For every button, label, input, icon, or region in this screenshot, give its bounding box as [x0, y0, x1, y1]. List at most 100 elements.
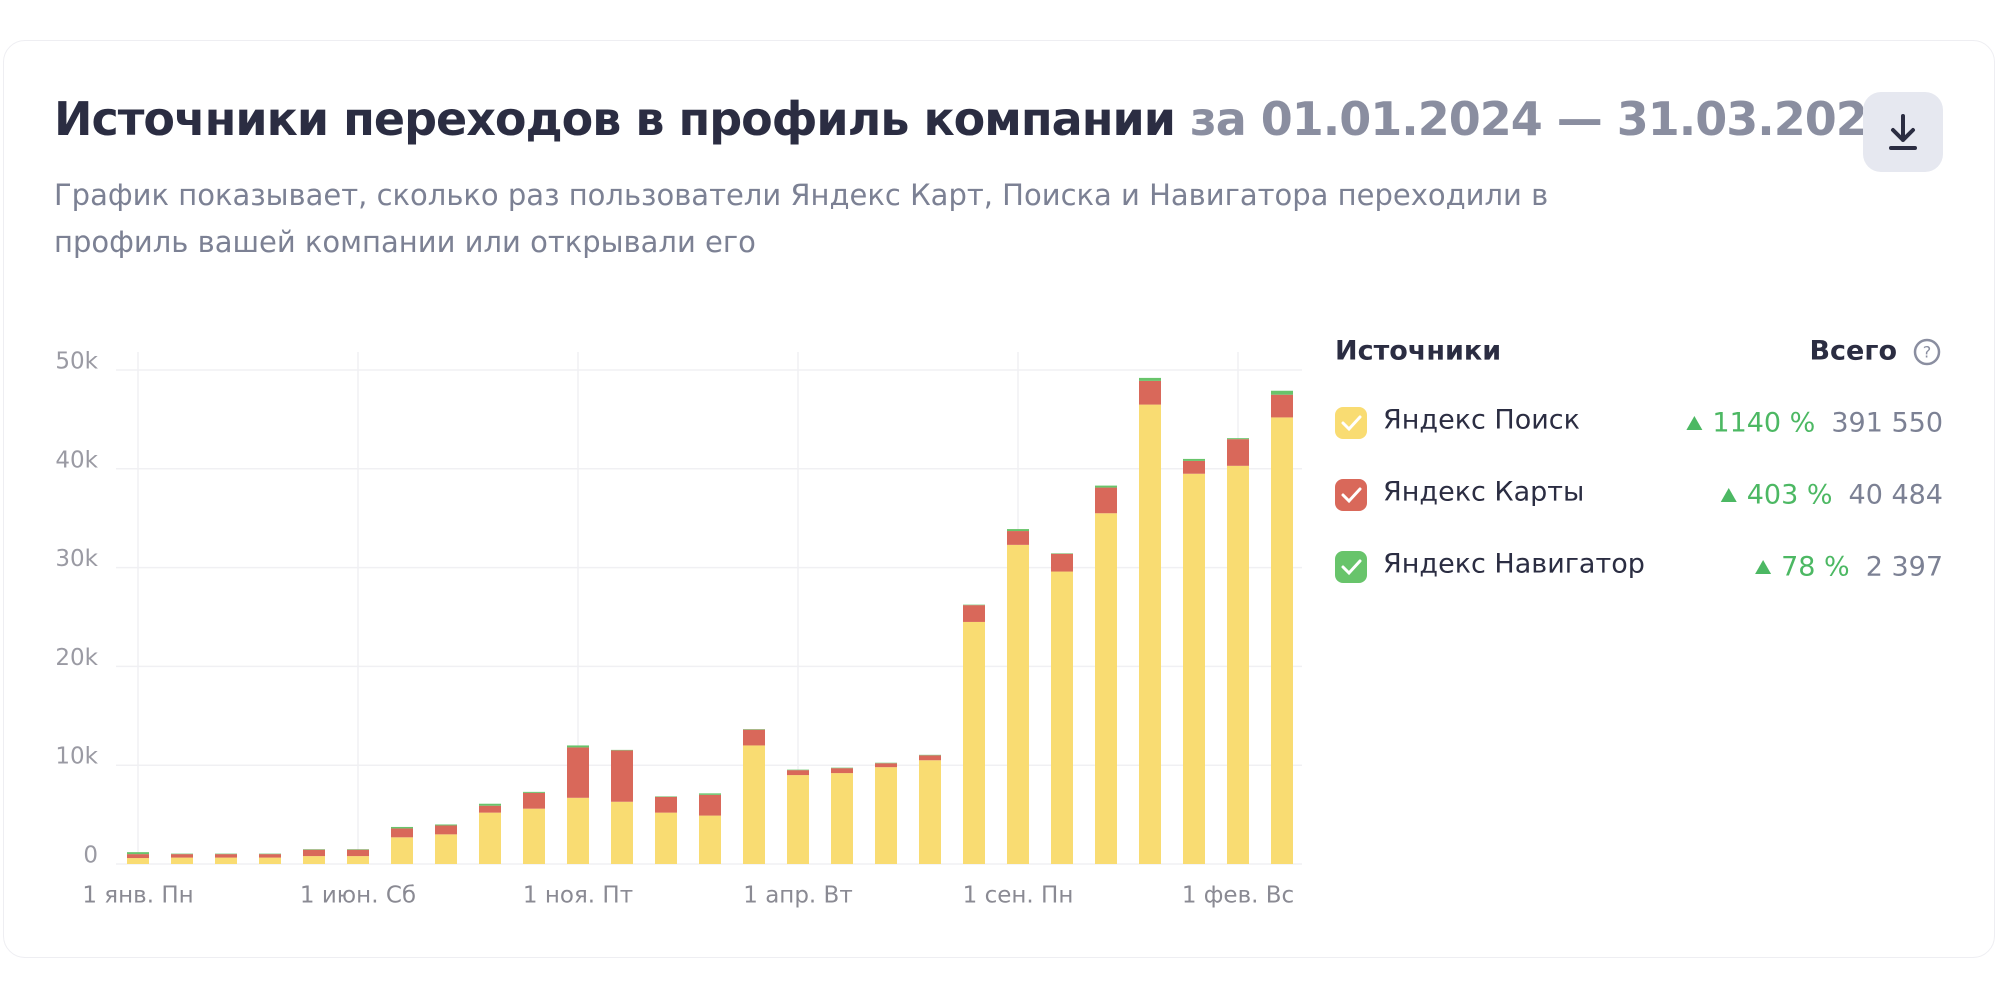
legend-title: Источники	[1335, 336, 1501, 367]
bar-segment	[1051, 571, 1073, 864]
bar-segment	[1095, 513, 1117, 864]
bar-segment	[655, 796, 677, 813]
change-arrow	[1720, 488, 1737, 502]
change-arrow	[1686, 416, 1703, 430]
bar-segment	[875, 767, 897, 864]
y-tick-label: 40k	[55, 447, 98, 473]
bar-segment	[259, 857, 281, 864]
y-tick-label: 20k	[55, 645, 98, 671]
title-line: Источники переходов в профиль компании з…	[54, 92, 1899, 146]
x-tick-label: 1 июн. Сб	[300, 883, 416, 909]
bar-segment	[875, 763, 897, 768]
y-tick-label: 50k	[55, 349, 98, 375]
bar-segment	[127, 854, 149, 859]
bar-segment	[1183, 473, 1205, 864]
bar-segment	[743, 729, 765, 746]
bar-segment	[1227, 439, 1249, 466]
bar-segment	[171, 857, 193, 864]
bar-segment	[567, 747, 589, 798]
bar-segment	[743, 745, 765, 864]
legend-total: 40 484	[1849, 480, 1943, 511]
download-button[interactable]	[1863, 92, 1943, 172]
bar-segment	[391, 837, 413, 864]
bar-segment	[963, 621, 985, 864]
bar-segment	[215, 854, 237, 858]
bar-segment	[303, 849, 325, 857]
legend-total: 2 397	[1866, 552, 1943, 583]
bar-segment	[435, 825, 457, 835]
legend-label: Яндекс Поиск	[1383, 405, 1580, 436]
legend-checkbox	[1335, 479, 1367, 511]
bar-segment	[1183, 458, 1205, 461]
bar-segment	[215, 857, 237, 864]
bar-segment	[391, 828, 413, 838]
legend-item[interactable]: Яндекс Поиск 391 550 1140 %	[1335, 405, 1943, 440]
bar-segment	[611, 801, 633, 864]
period: за 01.01.2024 — 31.03.2026	[1189, 92, 1899, 146]
bar-segment	[1139, 404, 1161, 864]
x-tick-label: 1 сен. Пн	[963, 883, 1074, 909]
bar-segment	[435, 824, 457, 826]
bar-segment	[1227, 465, 1249, 864]
legend-label: Яндекс Карты	[1383, 477, 1584, 508]
x-tick-label: 1 янв. Пн	[82, 883, 193, 909]
x-tick-label: 1 фев. Вс	[1182, 883, 1294, 909]
bar-segment	[1271, 390, 1293, 395]
bar-segment	[567, 797, 589, 864]
bar-segment	[435, 834, 457, 864]
bar-segment	[479, 803, 501, 806]
bar-segment	[699, 815, 721, 864]
check-mark	[1341, 487, 1362, 504]
bar-segment	[831, 773, 853, 864]
legend-change: 78 %	[1781, 552, 1850, 583]
legend-total-header: Всего	[1809, 336, 1897, 367]
bar-segment	[1183, 460, 1205, 474]
bar-segment	[963, 605, 985, 622]
bar-segment	[523, 808, 545, 864]
bar-segment	[1007, 529, 1029, 532]
legend-item[interactable]: Яндекс Карты 40 484 403 %	[1335, 477, 1943, 512]
bar-segment	[1139, 380, 1161, 405]
x-tick-label: 1 ноя. Пт	[523, 883, 633, 909]
check-mark	[1341, 559, 1362, 576]
check-mark	[1341, 415, 1362, 432]
bar-segment	[1007, 544, 1029, 864]
download-icon	[1889, 114, 1917, 150]
bar-segment	[171, 854, 193, 858]
bar-segment	[699, 794, 721, 816]
bar-segment	[1271, 417, 1293, 864]
bar-segment	[127, 852, 149, 855]
bar-segment	[1095, 485, 1117, 488]
card	[3, 40, 1995, 958]
bar-segment	[655, 812, 677, 864]
help-icon[interactable]: ?	[1913, 338, 1941, 366]
subtitle: График показывает, сколько раз пользоват…	[54, 178, 1549, 259]
legend-item[interactable]: Яндекс Навигатор 2 397 78 %	[1335, 549, 1943, 584]
y-tick-label: 30k	[55, 546, 98, 572]
bar-segment	[919, 760, 941, 864]
bar-segment	[919, 755, 941, 761]
bar-segment	[391, 826, 413, 829]
y-tick-label: 0	[83, 843, 98, 869]
bar-segment	[523, 792, 545, 809]
legend-total: 391 550	[1831, 408, 1943, 439]
bar-segment	[567, 745, 589, 748]
bar-segment	[127, 858, 149, 864]
bar-segment	[479, 812, 501, 864]
bar-segment	[611, 750, 633, 802]
bar-segment	[1051, 553, 1073, 572]
title: Источники переходов в профиль компании	[54, 92, 1176, 146]
bar-segment	[259, 854, 281, 858]
bar-segment	[523, 791, 545, 793]
bar-segment	[1007, 531, 1029, 545]
x-tick-label: 1 апр. Вт	[743, 883, 852, 909]
bar-segment	[1271, 394, 1293, 418]
bar-segment	[303, 856, 325, 864]
bar-segment	[347, 856, 369, 864]
y-tick-label: 10k	[55, 744, 98, 770]
svg-text:?: ?	[1923, 343, 1932, 362]
bar-segment	[479, 805, 501, 813]
bar-segment	[787, 770, 809, 776]
bar-segment	[699, 793, 721, 795]
